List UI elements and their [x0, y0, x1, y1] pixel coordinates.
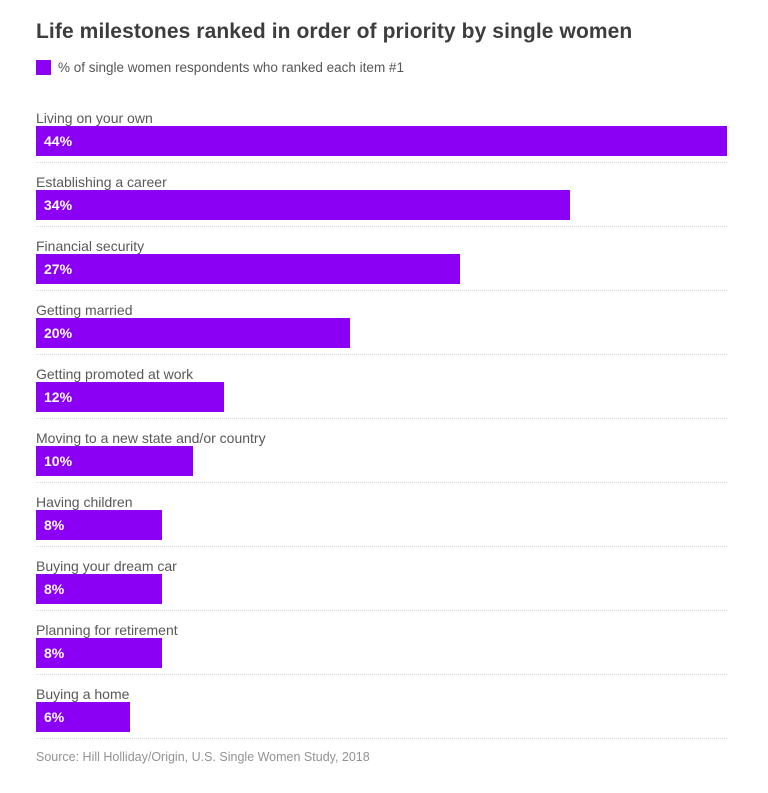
legend-label: % of single women respondents who ranked…: [58, 60, 404, 75]
bar: 27%: [36, 254, 461, 284]
bar-category-label: Buying your dream car: [36, 558, 177, 574]
bar-category-label: Buying a home: [36, 686, 130, 702]
chart-row: Having children 8%: [36, 494, 727, 547]
dotted-separator: [36, 226, 727, 227]
dotted-separator: [36, 418, 727, 419]
dotted-separator: [36, 738, 727, 739]
bar-category-label: Financial security: [36, 238, 145, 254]
bar-category-label: Living on your own: [36, 110, 153, 126]
chart-row: Getting married 20%: [36, 302, 727, 355]
bar-value-label: 34%: [44, 197, 73, 213]
chart-row: Moving to a new state and/or country 10%: [36, 430, 727, 483]
chart-row: Establishing a career 34%: [36, 174, 727, 227]
bar: 10%: [36, 446, 194, 476]
bar-track: 8%: [36, 574, 727, 604]
chart-row: Buying a home 6%: [36, 686, 727, 739]
bar: 8%: [36, 574, 162, 604]
bar-category-label: Having children: [36, 494, 133, 510]
bar-track: 27%: [36, 254, 727, 284]
legend: % of single women respondents who ranked…: [36, 60, 727, 75]
chart-row: Getting promoted at work 12%: [36, 366, 727, 419]
dotted-separator: [36, 546, 727, 547]
legend-swatch-icon: [36, 60, 51, 75]
chart-row: Financial security 27%: [36, 238, 727, 291]
bar-track: 34%: [36, 190, 727, 220]
chart-title: Life milestones ranked in order of prior…: [36, 20, 633, 43]
bar-track: 20%: [36, 318, 727, 348]
bar: 20%: [36, 318, 351, 348]
dotted-separator: [36, 354, 727, 355]
bar-value-label: 12%: [44, 389, 73, 405]
bar-value-label: 8%: [44, 581, 65, 597]
bar: 8%: [36, 638, 162, 668]
bar-value-label: 8%: [44, 645, 65, 661]
bar: 44%: [36, 126, 727, 156]
chart-row: Planning for retirement 8%: [36, 622, 727, 675]
bar-track: 10%: [36, 446, 727, 476]
bar-category-label: Getting promoted at work: [36, 366, 194, 382]
bar: 34%: [36, 190, 570, 220]
bar-value-label: 44%: [44, 133, 73, 149]
bar-track: 8%: [36, 510, 727, 540]
bar: 12%: [36, 382, 225, 412]
bar: 8%: [36, 510, 162, 540]
bar-track: 8%: [36, 638, 727, 668]
bar-value-label: 10%: [44, 453, 73, 469]
bar-value-label: 8%: [44, 517, 65, 533]
bar-value-label: 20%: [44, 325, 73, 341]
dotted-separator: [36, 482, 727, 483]
bar-value-label: 27%: [44, 261, 73, 277]
bar-track: 44%: [36, 126, 727, 156]
bar-track: 12%: [36, 382, 727, 412]
chart-row: Living on your own 44%: [36, 110, 727, 163]
bar-track: 6%: [36, 702, 727, 732]
bar: 6%: [36, 702, 131, 732]
dotted-separator: [36, 674, 727, 675]
chart-row: Buying your dream car 8%: [36, 558, 727, 611]
bar-category-label: Moving to a new state and/or country: [36, 430, 266, 446]
source-note: Source: Hill Holliday/Origin, U.S. Singl…: [36, 750, 370, 764]
dotted-separator: [36, 162, 727, 163]
bar-category-label: Getting married: [36, 302, 133, 318]
bar-value-label: 6%: [44, 709, 65, 725]
bar-chart: Living on your own 44% Establishing a ca…: [36, 110, 727, 739]
bar-category-label: Planning for retirement: [36, 622, 178, 638]
dotted-separator: [36, 610, 727, 611]
bar-category-label: Establishing a career: [36, 174, 167, 190]
dotted-separator: [36, 290, 727, 291]
